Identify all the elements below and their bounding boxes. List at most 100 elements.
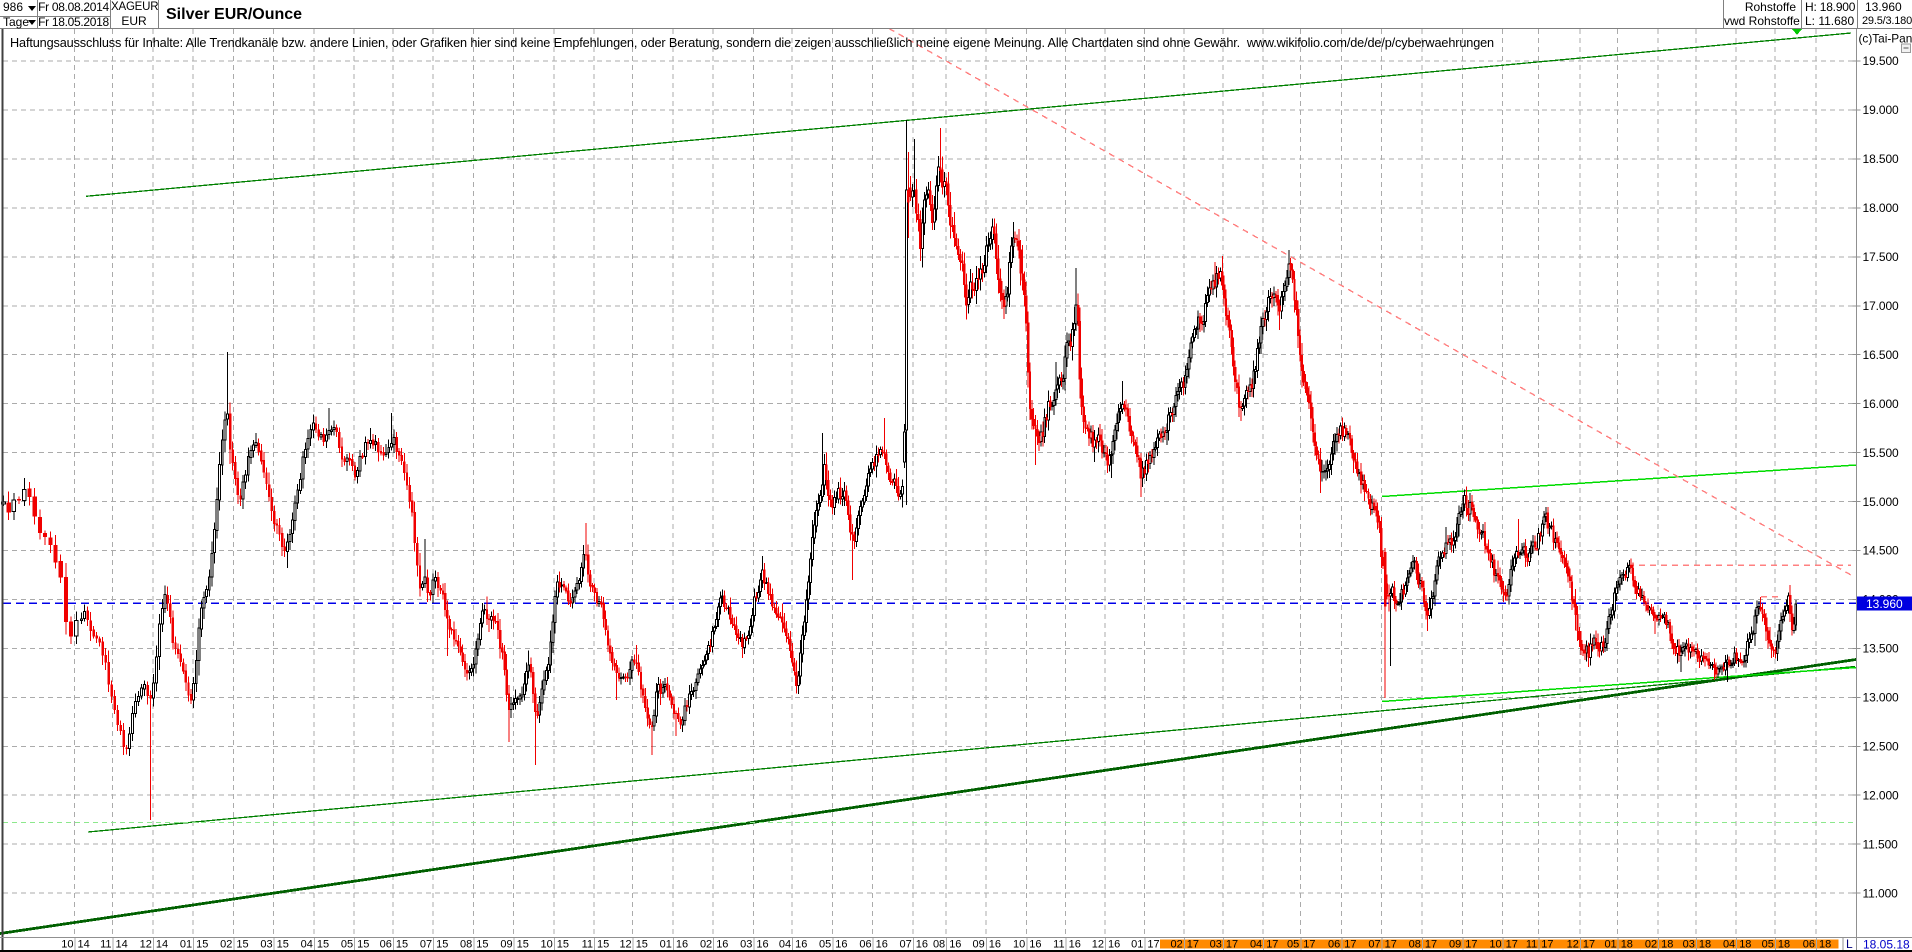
svg-text:13.500: 13.500 [1863, 642, 1900, 656]
svg-text:04: 04 [301, 939, 313, 951]
svg-text:05: 05 [1762, 939, 1774, 951]
svg-text:04: 04 [1723, 939, 1735, 951]
svg-text:01: 01 [1604, 939, 1616, 951]
svg-text:14.500: 14.500 [1863, 544, 1900, 558]
svg-text:08: 08 [460, 939, 472, 951]
svg-text:04: 04 [779, 939, 791, 951]
svg-text:11: 11 [100, 939, 111, 951]
svg-text:19.000: 19.000 [1863, 103, 1900, 117]
svg-text:05: 05 [341, 939, 353, 951]
svg-text:11.000: 11.000 [1863, 886, 1899, 900]
svg-text:12.500: 12.500 [1863, 740, 1900, 754]
svg-text:16: 16 [756, 939, 768, 951]
svg-text:09: 09 [1449, 939, 1461, 951]
svg-text:14: 14 [116, 939, 128, 951]
svg-text:12: 12 [619, 939, 631, 951]
svg-text:16: 16 [916, 939, 928, 951]
svg-text:17: 17 [1226, 939, 1238, 951]
svg-text:01: 01 [1131, 939, 1143, 951]
svg-text:16.500: 16.500 [1863, 348, 1900, 362]
svg-text:05: 05 [819, 939, 831, 951]
svg-text:15: 15 [236, 939, 248, 951]
svg-text:12: 12 [1092, 939, 1104, 951]
svg-text:12: 12 [140, 939, 152, 951]
svg-text:12: 12 [1567, 939, 1579, 951]
svg-text:17: 17 [1465, 939, 1477, 951]
svg-text:07: 07 [900, 939, 912, 951]
svg-text:14: 14 [78, 939, 90, 951]
svg-text:02: 02 [1171, 939, 1183, 951]
svg-text:10: 10 [541, 939, 553, 951]
svg-text:17: 17 [1187, 939, 1199, 951]
svg-text:03: 03 [740, 939, 752, 951]
svg-text:15: 15 [636, 939, 648, 951]
svg-text:13.960: 13.960 [1866, 597, 1903, 611]
svg-text:15: 15 [436, 939, 448, 951]
svg-text:17: 17 [1344, 939, 1356, 951]
svg-text:16: 16 [676, 939, 688, 951]
svg-text:(c)Tai-Pan: (c)Tai-Pan [1859, 32, 1912, 46]
svg-text:10: 10 [1013, 939, 1025, 951]
svg-text:13.000: 13.000 [1863, 691, 1900, 705]
svg-text:17: 17 [1266, 939, 1278, 951]
svg-text:19.500: 19.500 [1863, 54, 1900, 68]
svg-text:18.000: 18.000 [1863, 201, 1900, 215]
svg-text:04: 04 [1250, 939, 1262, 951]
svg-text:17: 17 [1303, 939, 1315, 951]
svg-text:01: 01 [180, 939, 192, 951]
svg-text:05: 05 [1287, 939, 1299, 951]
svg-text:18: 18 [1739, 939, 1751, 951]
svg-text:L: L [1846, 937, 1853, 951]
svg-text:06: 06 [380, 939, 392, 951]
svg-text:16: 16 [1069, 939, 1081, 951]
svg-text:11: 11 [582, 939, 593, 951]
svg-text:08: 08 [1409, 939, 1421, 951]
svg-text:03: 03 [1683, 939, 1695, 951]
svg-text:06: 06 [1803, 939, 1815, 951]
svg-text:17: 17 [1541, 939, 1553, 951]
svg-text:15: 15 [317, 939, 329, 951]
svg-text:17: 17 [1147, 939, 1159, 951]
svg-text:17.500: 17.500 [1863, 250, 1900, 264]
svg-text:03: 03 [260, 939, 272, 951]
svg-text:15: 15 [476, 939, 488, 951]
svg-text:07: 07 [1368, 939, 1380, 951]
svg-text:02: 02 [220, 939, 232, 951]
svg-text:18: 18 [1699, 939, 1711, 951]
svg-text:08: 08 [933, 939, 945, 951]
svg-text:15.000: 15.000 [1863, 495, 1900, 509]
svg-text:16: 16 [1029, 939, 1041, 951]
svg-text:15: 15 [196, 939, 208, 951]
svg-text:11: 11 [1526, 939, 1537, 951]
svg-text:10: 10 [61, 939, 73, 951]
svg-text:11.500: 11.500 [1863, 837, 1899, 851]
svg-text:06: 06 [1328, 939, 1340, 951]
svg-text:17: 17 [1425, 939, 1437, 951]
svg-text:18.05.18: 18.05.18 [1863, 937, 1910, 951]
svg-text:14: 14 [156, 939, 168, 951]
svg-text:17: 17 [1583, 939, 1595, 951]
svg-text:09: 09 [500, 939, 512, 951]
svg-text:15: 15 [357, 939, 369, 951]
svg-text:15.500: 15.500 [1863, 446, 1900, 460]
svg-text:07: 07 [420, 939, 432, 951]
svg-text:01: 01 [660, 939, 672, 951]
svg-text:17.000: 17.000 [1863, 299, 1900, 313]
svg-text:02: 02 [700, 939, 712, 951]
svg-text:16: 16 [1108, 939, 1120, 951]
svg-text:16: 16 [949, 939, 961, 951]
svg-text:15: 15 [277, 939, 289, 951]
svg-text:15: 15 [597, 939, 609, 951]
svg-text:18: 18 [1819, 939, 1831, 951]
svg-text:18: 18 [1621, 939, 1633, 951]
svg-text:02: 02 [1645, 939, 1657, 951]
svg-text:17: 17 [1506, 939, 1518, 951]
svg-text:16.000: 16.000 [1863, 397, 1900, 411]
svg-text:06: 06 [859, 939, 871, 951]
svg-text:18: 18 [1661, 939, 1673, 951]
svg-text:03: 03 [1210, 939, 1222, 951]
svg-text:10: 10 [1489, 939, 1501, 951]
svg-text:16: 16 [716, 939, 728, 951]
svg-text:09: 09 [973, 939, 985, 951]
svg-text:16: 16 [876, 939, 888, 951]
